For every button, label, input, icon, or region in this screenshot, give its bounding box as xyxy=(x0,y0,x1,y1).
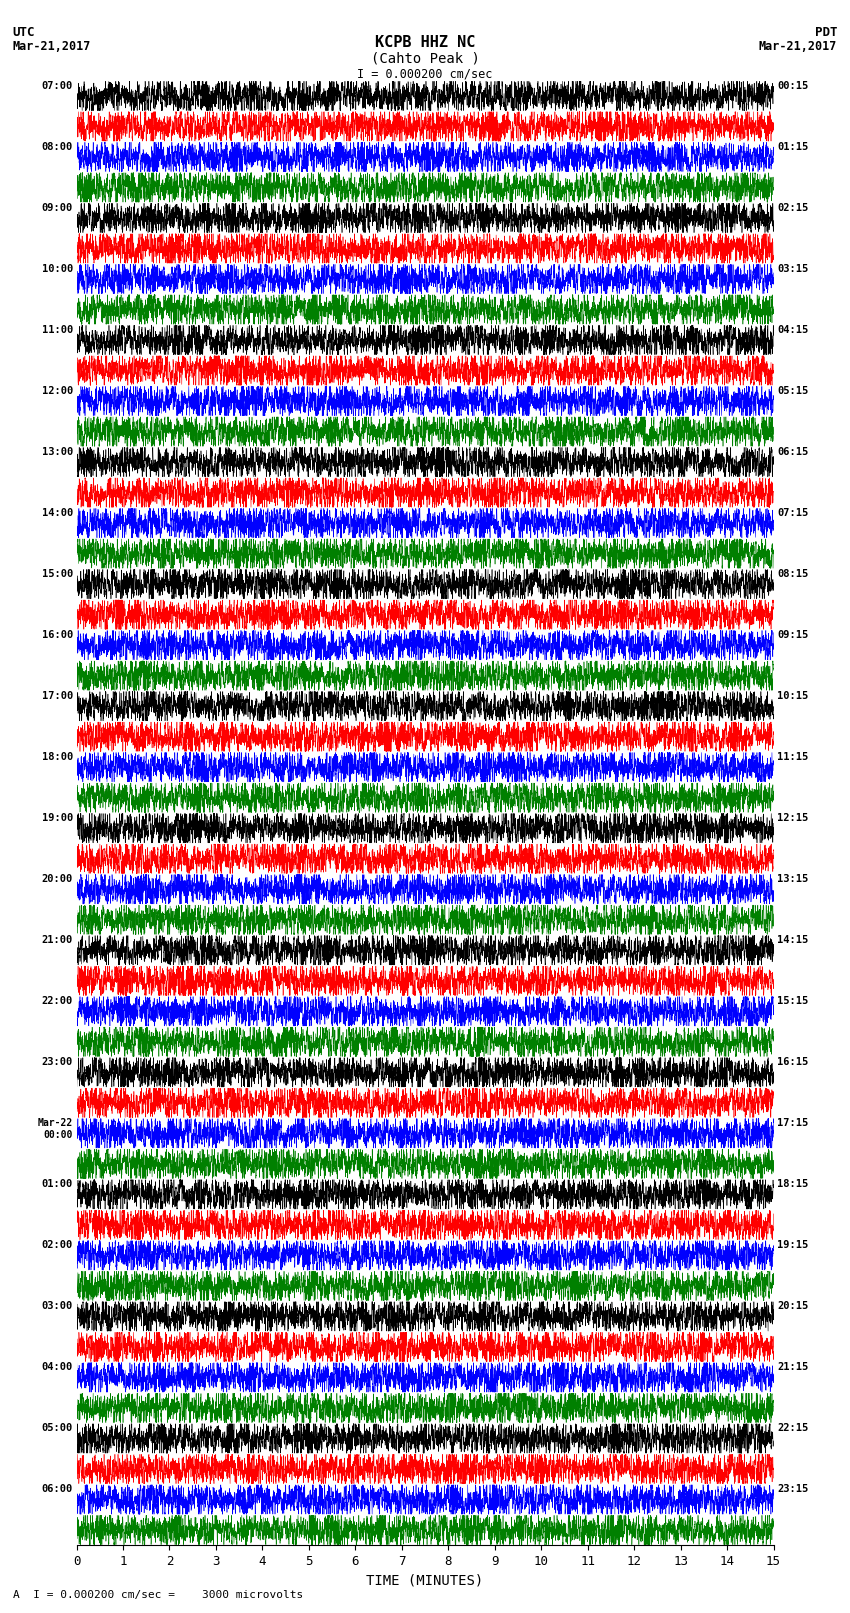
Text: Mar-21,2017: Mar-21,2017 xyxy=(759,40,837,53)
Text: A  I = 0.000200 cm/sec =    3000 microvolts: A I = 0.000200 cm/sec = 3000 microvolts xyxy=(13,1590,303,1600)
Text: 14:00: 14:00 xyxy=(42,508,73,518)
Text: 11:00: 11:00 xyxy=(42,324,73,336)
Text: 13:15: 13:15 xyxy=(777,874,808,884)
Text: 07:15: 07:15 xyxy=(777,508,808,518)
Text: I = 0.000200 cm/sec: I = 0.000200 cm/sec xyxy=(357,68,493,81)
Text: 23:15: 23:15 xyxy=(777,1484,808,1494)
Text: 04:00: 04:00 xyxy=(42,1361,73,1373)
Text: 10:00: 10:00 xyxy=(42,265,73,274)
Text: 22:15: 22:15 xyxy=(777,1423,808,1434)
Text: 13:00: 13:00 xyxy=(42,447,73,456)
Text: 02:00: 02:00 xyxy=(42,1240,73,1250)
Text: 15:15: 15:15 xyxy=(777,997,808,1007)
Text: 22:00: 22:00 xyxy=(42,997,73,1007)
Text: 18:15: 18:15 xyxy=(777,1179,808,1189)
Text: 16:00: 16:00 xyxy=(42,631,73,640)
Text: (Cahto Peak ): (Cahto Peak ) xyxy=(371,52,479,66)
Text: 17:15: 17:15 xyxy=(777,1118,808,1127)
Text: 03:15: 03:15 xyxy=(777,265,808,274)
X-axis label: TIME (MINUTES): TIME (MINUTES) xyxy=(366,1574,484,1587)
Text: 20:15: 20:15 xyxy=(777,1302,808,1311)
Text: PDT: PDT xyxy=(815,26,837,39)
Text: 12:15: 12:15 xyxy=(777,813,808,823)
Text: 08:00: 08:00 xyxy=(42,142,73,152)
Text: 09:00: 09:00 xyxy=(42,203,73,213)
Text: 07:00: 07:00 xyxy=(42,81,73,90)
Text: 02:15: 02:15 xyxy=(777,203,808,213)
Text: 11:15: 11:15 xyxy=(777,752,808,761)
Text: UTC: UTC xyxy=(13,26,35,39)
Text: 17:00: 17:00 xyxy=(42,690,73,702)
Text: 20:00: 20:00 xyxy=(42,874,73,884)
Text: 14:15: 14:15 xyxy=(777,936,808,945)
Text: 19:00: 19:00 xyxy=(42,813,73,823)
Text: 19:15: 19:15 xyxy=(777,1240,808,1250)
Text: 06:15: 06:15 xyxy=(777,447,808,456)
Text: 05:15: 05:15 xyxy=(777,386,808,395)
Text: 18:00: 18:00 xyxy=(42,752,73,761)
Text: 16:15: 16:15 xyxy=(777,1057,808,1068)
Text: 21:00: 21:00 xyxy=(42,936,73,945)
Text: 15:00: 15:00 xyxy=(42,569,73,579)
Text: 01:15: 01:15 xyxy=(777,142,808,152)
Text: 08:15: 08:15 xyxy=(777,569,808,579)
Text: 01:00: 01:00 xyxy=(42,1179,73,1189)
Text: 12:00: 12:00 xyxy=(42,386,73,395)
Text: Mar-21,2017: Mar-21,2017 xyxy=(13,40,91,53)
Text: Mar-22
00:00: Mar-22 00:00 xyxy=(37,1118,73,1140)
Text: 04:15: 04:15 xyxy=(777,324,808,336)
Text: 00:15: 00:15 xyxy=(777,81,808,90)
Text: KCPB HHZ NC: KCPB HHZ NC xyxy=(375,35,475,50)
Text: 23:00: 23:00 xyxy=(42,1057,73,1068)
Text: 09:15: 09:15 xyxy=(777,631,808,640)
Text: 06:00: 06:00 xyxy=(42,1484,73,1494)
Text: 21:15: 21:15 xyxy=(777,1361,808,1373)
Text: 10:15: 10:15 xyxy=(777,690,808,702)
Text: 03:00: 03:00 xyxy=(42,1302,73,1311)
Text: 05:00: 05:00 xyxy=(42,1423,73,1434)
